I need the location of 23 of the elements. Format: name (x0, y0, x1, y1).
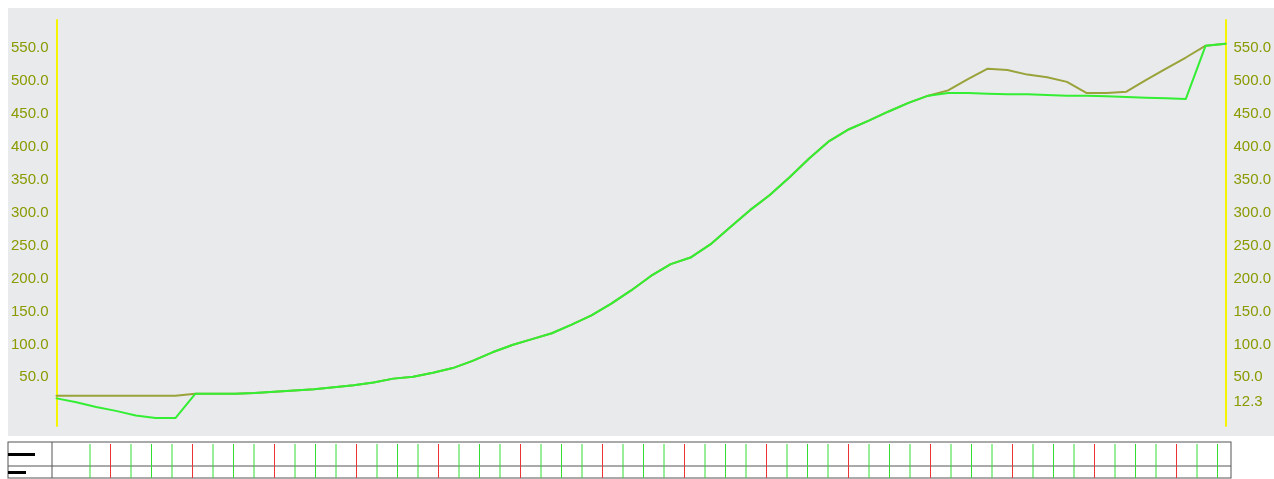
y-tick-label: 100.0 (10, 334, 49, 352)
y-tick-label: 300.0 (10, 202, 49, 220)
y2-tick-label: 550.0 (1233, 38, 1272, 56)
y-tick-label: 400.0 (10, 137, 49, 155)
y-tick-label: 550.0 (10, 38, 49, 56)
y2-tick-label: 350.0 (1233, 170, 1272, 188)
y-tick-label: 500.0 (10, 71, 49, 89)
y2-tick-label: 200.0 (1233, 268, 1272, 286)
y-tick-label: 150.0 (10, 301, 49, 319)
y-tick-label: 450.0 (10, 104, 49, 122)
y2-tick-label: 500.0 (1233, 71, 1272, 89)
y2-tick-label: 12.3 (1233, 392, 1263, 410)
y2-tick-label: 450.0 (1233, 104, 1272, 122)
y2-tick-label: 300.0 (1233, 202, 1272, 220)
y-tick-label: 50.0 (19, 367, 49, 385)
y2-tick-label: 150.0 (1233, 301, 1272, 319)
y2-tick-label: 50.0 (1233, 367, 1263, 385)
y-tick-label: 250.0 (10, 235, 49, 253)
y-tick-label: 200.0 (10, 268, 49, 286)
y2-tick-label: 250.0 (1233, 235, 1272, 253)
y2-tick-label: 400.0 (1233, 137, 1272, 155)
y2-tick-label: 100.0 (1233, 334, 1272, 352)
y-tick-label: 350.0 (10, 170, 49, 188)
